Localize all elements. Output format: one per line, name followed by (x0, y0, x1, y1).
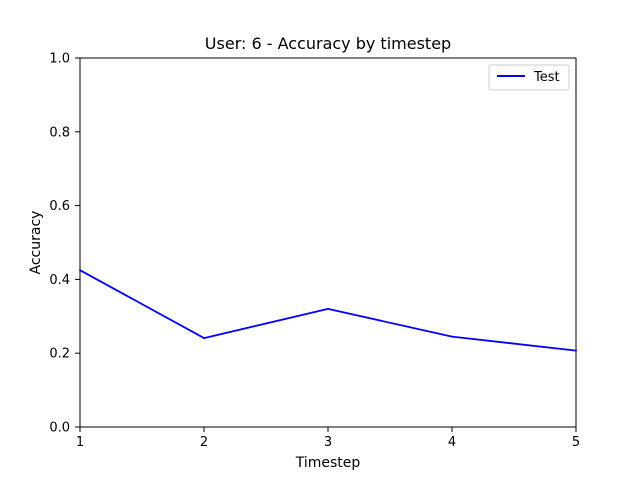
chart-title: User: 6 - Accuracy by timestep (205, 34, 451, 53)
y-axis: 0.0 0.2 0.4 0.6 0.8 1.0 (49, 52, 80, 436)
x-axis-label: Timestep (295, 455, 361, 471)
y-tick-label: 0.6 (49, 199, 70, 214)
y-tick-label: 1.0 (49, 52, 70, 67)
x-tick-label: 5 (572, 435, 580, 450)
series-layer (79, 269, 577, 352)
x-tick-label: 1 (76, 435, 84, 450)
data-point (451, 335, 453, 338)
x-tick-label: 3 (324, 435, 332, 450)
y-tick-label: 0.0 (49, 421, 70, 436)
data-point (203, 337, 205, 339)
data-point (79, 269, 81, 271)
y-tick-label: 0.8 (49, 125, 70, 140)
y-tick-label: 0.2 (49, 347, 70, 362)
legend: Test (488, 64, 570, 91)
legend-label: Test (533, 70, 560, 85)
x-tick-label: 2 (200, 435, 208, 450)
plot-area: 1 2 3 4 5 0.0 0.2 0.4 0.6 0.8 1.0 (49, 52, 580, 451)
data-point (327, 308, 329, 310)
x-axis: 1 2 3 4 5 (76, 427, 580, 450)
x-tick-label: 4 (448, 435, 456, 450)
legend-box (488, 64, 570, 91)
y-axis-label: Accuracy (28, 211, 44, 275)
data-point (575, 349, 577, 352)
y-tick-label: 0.4 (49, 273, 70, 288)
